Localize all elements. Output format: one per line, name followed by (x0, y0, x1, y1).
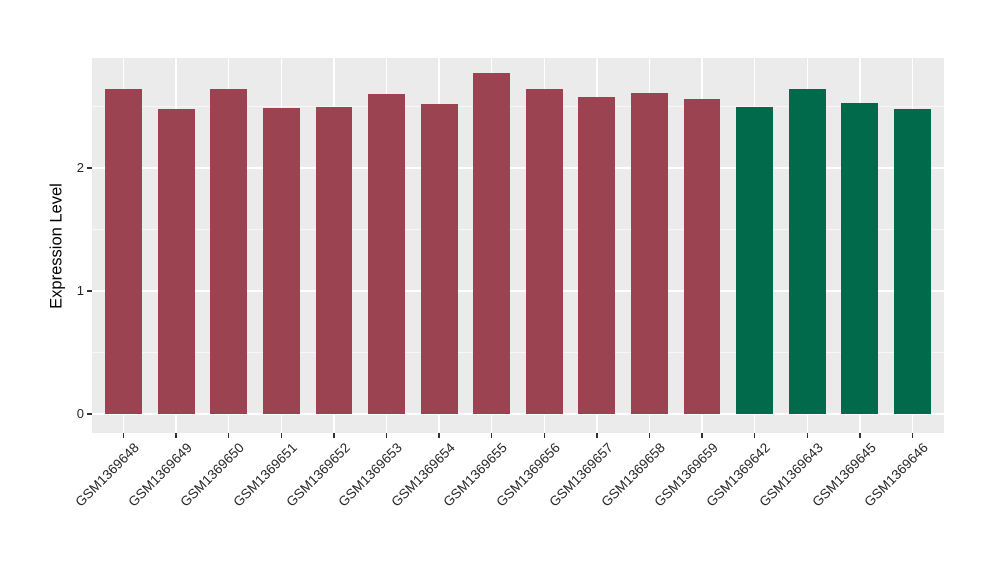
x-tick-mark (596, 433, 598, 438)
bar-GSM1369649 (157, 108, 195, 414)
bar-GSM1369646 (894, 108, 931, 414)
x-tick-mark (385, 433, 388, 438)
y-tick-label-0: 0 (76, 406, 84, 421)
bar-GSM1369658 (631, 92, 668, 414)
bar-GSM1369652 (315, 106, 353, 414)
bar-GSM1369651 (262, 107, 300, 414)
bar-GSM1369656 (525, 89, 563, 414)
x-tick-mark (859, 433, 861, 438)
minor-gridline (92, 352, 944, 353)
y-tick-label-2: 2 (76, 160, 84, 175)
major-gridline (92, 413, 944, 415)
y-axis-title: Expression Level (47, 182, 66, 309)
minor-gridline (92, 106, 944, 107)
plot-panel (92, 58, 944, 433)
x-tick-mark (122, 433, 125, 438)
y-tick-mark (87, 413, 92, 415)
x-tick-mark (490, 433, 493, 438)
y-tick-label-1: 1 (76, 283, 84, 298)
x-tick-mark (175, 433, 177, 438)
x-tick-mark (753, 433, 756, 438)
x-tick-mark (280, 433, 283, 438)
x-tick-mark (438, 433, 440, 438)
x-tick-mark (648, 433, 651, 438)
x-tick-mark (701, 433, 703, 438)
y-tick-mark (87, 167, 92, 169)
y-tick-mark (87, 290, 92, 292)
bar-GSM1369653 (368, 94, 405, 414)
bar-GSM1369645 (841, 102, 879, 414)
major-gridline (92, 290, 944, 292)
major-gridline (92, 167, 944, 169)
bar-GSM1369654 (420, 104, 458, 414)
x-tick-mark (806, 433, 808, 438)
bar-GSM1369648 (105, 89, 142, 414)
x-tick-mark (543, 433, 546, 438)
bar-GSM1369650 (210, 89, 248, 414)
bar-GSM1369642 (736, 106, 774, 414)
x-tick-mark (333, 433, 335, 438)
bar-GSM1369657 (578, 96, 616, 414)
x-tick-mark (227, 433, 230, 438)
bar-GSM1369655 (473, 73, 511, 414)
bar-GSM1369659 (683, 99, 721, 414)
bar-GSM1369643 (788, 89, 826, 414)
x-tick-mark (911, 433, 914, 438)
minor-gridline (92, 229, 944, 230)
